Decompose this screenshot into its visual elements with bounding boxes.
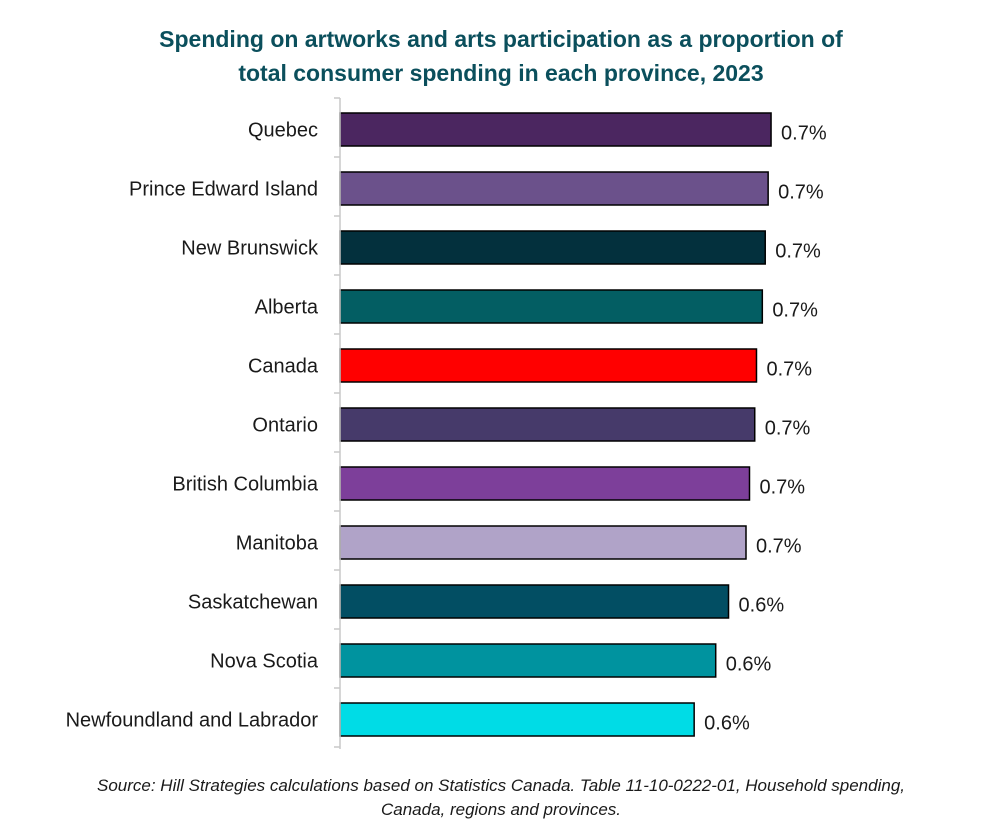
chart-title-line-2: total consumer spending in each province…	[238, 60, 764, 86]
category-label: Alberta	[255, 297, 319, 319]
data-label: 0.7%	[766, 359, 812, 381]
category-label: Newfoundland and Labrador	[66, 710, 319, 732]
data-label: 0.7%	[756, 536, 802, 558]
category-label: Prince Edward Island	[129, 179, 318, 201]
source-note-line-2: Canada, regions and provinces.	[380, 800, 622, 819]
bar-alberta	[339, 289, 764, 324]
data-label: 0.7%	[778, 182, 824, 204]
bar-newfoundland-and-labrador	[339, 702, 695, 737]
bar-new-brunswick	[339, 230, 766, 265]
data-label: 0.7%	[765, 418, 811, 440]
chart-title: Spending on artworks and arts participat…	[0, 22, 1002, 90]
bar-saskatchewan	[339, 584, 730, 619]
category-label: British Columbia	[172, 474, 318, 496]
category-label: Canada	[248, 356, 319, 378]
bar-canada	[339, 348, 758, 383]
category-label: Manitoba	[236, 533, 319, 555]
data-label: 0.7%	[775, 241, 821, 263]
category-label: Nova Scotia	[210, 651, 319, 673]
data-label: 0.6%	[739, 595, 785, 617]
category-label: Quebec	[248, 120, 318, 142]
data-label: 0.7%	[759, 477, 805, 499]
bar-british-columbia	[339, 466, 751, 501]
bar-nova-scotia	[339, 643, 717, 678]
data-label: 0.7%	[781, 123, 827, 145]
bar-ontario	[339, 407, 756, 442]
category-label: Saskatchewan	[188, 592, 318, 614]
data-label: 0.6%	[704, 713, 750, 735]
source-note-line-1: Source: Hill Strategies calculations bas…	[97, 776, 905, 795]
chart-title-line-1: Spending on artworks and arts participat…	[159, 26, 843, 52]
category-label: New Brunswick	[181, 238, 319, 260]
category-label: Ontario	[252, 415, 318, 437]
bar-quebec	[339, 112, 772, 147]
bar-manitoba	[339, 525, 747, 560]
bar-prince-edward-island	[339, 171, 769, 206]
data-label: 0.6%	[726, 654, 772, 676]
data-label: 0.7%	[772, 300, 818, 322]
source-note: Source: Hill Strategies calculations bas…	[40, 774, 962, 822]
